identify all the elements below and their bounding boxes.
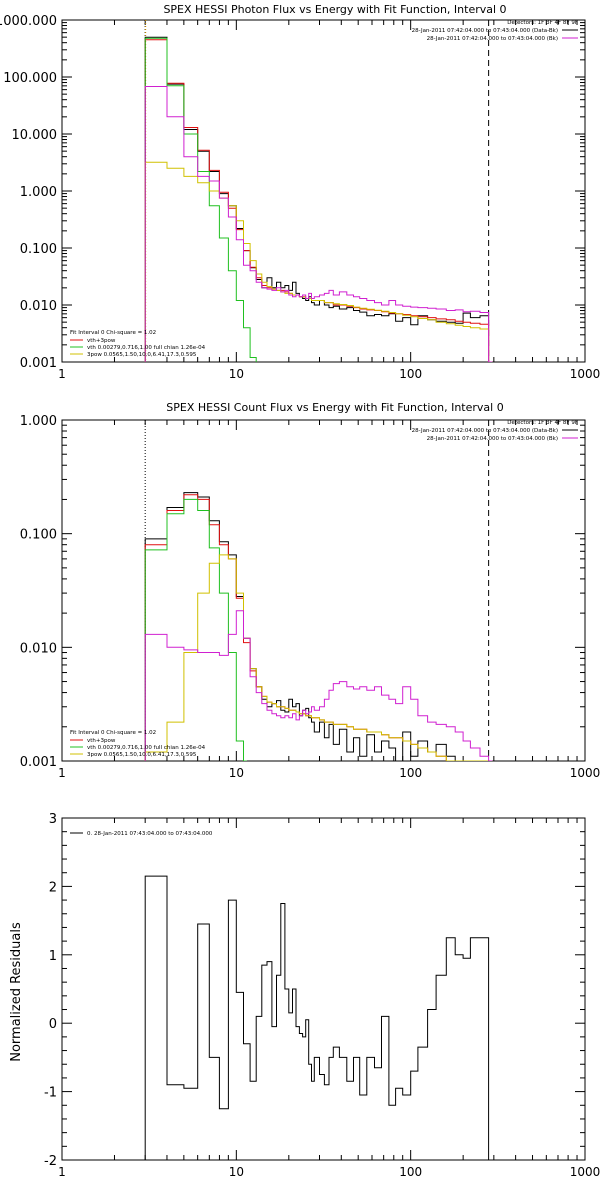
residuals-x-tick-label: 1 — [58, 1165, 66, 1179]
photon-flux-y-tick-label: 1000.000 — [0, 14, 57, 29]
residuals-legend-label: 0. 28-Jan-2011 07:43:04.000 to 07:43:04.… — [87, 831, 213, 837]
residuals-plot: 1 10 100 1000 -2 -1 0 1 2 3 — [44, 812, 600, 1179]
photon-flux-y-tick-label: 0.100 — [20, 242, 57, 257]
photon-flux-title: SPEX HESSI Photon Flux vs Energy with Fi… — [163, 3, 506, 16]
count-flux-series-vth — [144, 498, 247, 761]
count-flux-title: SPEX HESSI Count Flux vs Energy with Fit… — [166, 401, 503, 414]
count-flux-x-tick-label: 100 — [399, 766, 422, 780]
residuals-y-tick-label: 2 — [49, 880, 57, 895]
photon-flux-x-tick-label: 1 — [58, 367, 66, 381]
photon-flux-annotation: Detectors: 1F 3F 4F 8F 9F 28-Jan-2011 07… — [412, 20, 578, 42]
residuals-legend: 0. 28-Jan-2011 07:43:04.000 to 07:43:04.… — [70, 831, 213, 837]
count-flux-y-tick-label: 0.001 — [20, 755, 57, 770]
count-flux-series-3pow — [144, 554, 493, 761]
photon-flux-series-vth — [144, 37, 257, 362]
residuals-y-tick-label: -1 — [44, 1086, 57, 1101]
photon-flux-legend: Fit Interval 0 Chi-square = 1.02 vth+3po… — [70, 330, 206, 358]
photon-flux-series-background — [144, 86, 493, 362]
residuals-y-tick-label: 3 — [49, 812, 57, 827]
photon-flux-fit-info: Fit Interval 0 Chi-square = 1.02 — [70, 330, 156, 336]
photon-flux-x-tick-label: 100 — [399, 367, 422, 381]
photon-flux-legend-label-vth: vth 0.00279,0.716,1.00 full chian 1.26e-… — [87, 345, 206, 351]
residuals-series-residuals — [144, 875, 493, 1160]
count-flux-panel: SPEX HESSI Count Flux vs Energy with Fit… — [20, 401, 600, 780]
count-flux-x-tick-label: 1 — [58, 766, 66, 780]
residuals-x-tick-label: 100 — [399, 1165, 422, 1179]
photon-flux-y-tick-label: 0.010 — [20, 299, 57, 314]
photon-flux-y-tick-label: 100.000 — [3, 71, 57, 86]
count-flux-legend-label-3pow: 3pow 0.0565,1.50,10.0,6.41,17.3,0.595 — [87, 752, 197, 758]
photon-flux-legend-label-3pow: 3pow 0.0565,1.50,10.0,6.41,17.3,0.595 — [87, 352, 197, 358]
count-flux-y-tick-label: 1.000 — [20, 414, 57, 429]
photon-flux-data-interval-label: 28-Jan-2011 07:42:04.000 to 07:43:04.000… — [412, 28, 558, 34]
photon-flux-plot: 1 10 100 1000 0.001 0.010 0.100 1.000 10.000 100.… — [0, 14, 600, 381]
residuals-y-tick-label: -2 — [44, 1154, 57, 1169]
count-flux-plot: 1 10 100 1000 0.001 0.010 0.100 1.000 — [20, 414, 600, 780]
count-flux-y-tick-label: 0.100 — [20, 528, 57, 543]
photon-flux-legend-label-total: vth+3pow — [87, 338, 116, 344]
residuals-y-tick-label: 0 — [49, 1017, 57, 1032]
residuals-x-tick-label: 10 — [229, 1165, 244, 1179]
count-flux-x-tick-label: 1000 — [570, 766, 600, 780]
count-flux-y-tick-label: 0.010 — [20, 641, 57, 656]
photon-flux-x-tick-label: 1000 — [570, 367, 600, 381]
count-flux-bk-interval-label: 28-Jan-2011 07:42:04.000 to 07:43:04.000… — [427, 436, 558, 442]
photon-flux-detectors-label: Detectors: 1F 3F 4F 8F 9F — [507, 20, 578, 26]
residuals-axes-frame — [61, 817, 586, 1161]
count-flux-legend-label-total: vth+3pow — [87, 738, 116, 744]
residuals-ylabel: Normalized Residuals — [9, 922, 24, 1062]
count-flux-annotation: Detectors: 1F 3F 4F 8F 9F 28-Jan-2011 07… — [412, 420, 578, 442]
residuals-panel: Normalized Residuals 1 10 100 1000-2-10123 … — [9, 812, 600, 1179]
count-flux-x-tick-label: 10 — [229, 766, 244, 780]
residuals-y-tick-label: 1 — [49, 949, 57, 964]
photon-flux-y-tick-label: 1.000 — [20, 185, 57, 200]
photon-flux-x-tick-label: 10 — [229, 367, 244, 381]
photon-flux-y-tick-label: 0.001 — [20, 356, 57, 371]
residuals-x-tick-label: 1000 — [570, 1165, 600, 1179]
count-flux-legend-label-vth: vth 0.00279,0.716,1.00 full chian 1.26e-… — [87, 745, 206, 751]
count-flux-data-interval-label: 28-Jan-2011 07:42:04.000 to 07:43:04.000… — [412, 428, 558, 434]
count-flux-fit-info: Fit Interval 0 Chi-square = 1.02 — [70, 730, 156, 736]
count-flux-axes-frame — [61, 419, 586, 762]
count-flux-series-background — [144, 610, 493, 761]
count-flux-detectors-label: Detectors: 1F 3F 4F 8F 9F — [507, 420, 578, 426]
photon-flux-y-tick-label: 10.000 — [12, 128, 58, 143]
photon-flux-bk-interval-label: 28-Jan-2011 07:42:04.000 to 07:43:04.000… — [427, 36, 558, 42]
count-flux-legend: Fit Interval 0 Chi-square = 1.02 vth+3po… — [70, 730, 206, 758]
photon-flux-panel: SPEX HESSI Photon Flux vs Energy with Fi… — [0, 3, 600, 381]
